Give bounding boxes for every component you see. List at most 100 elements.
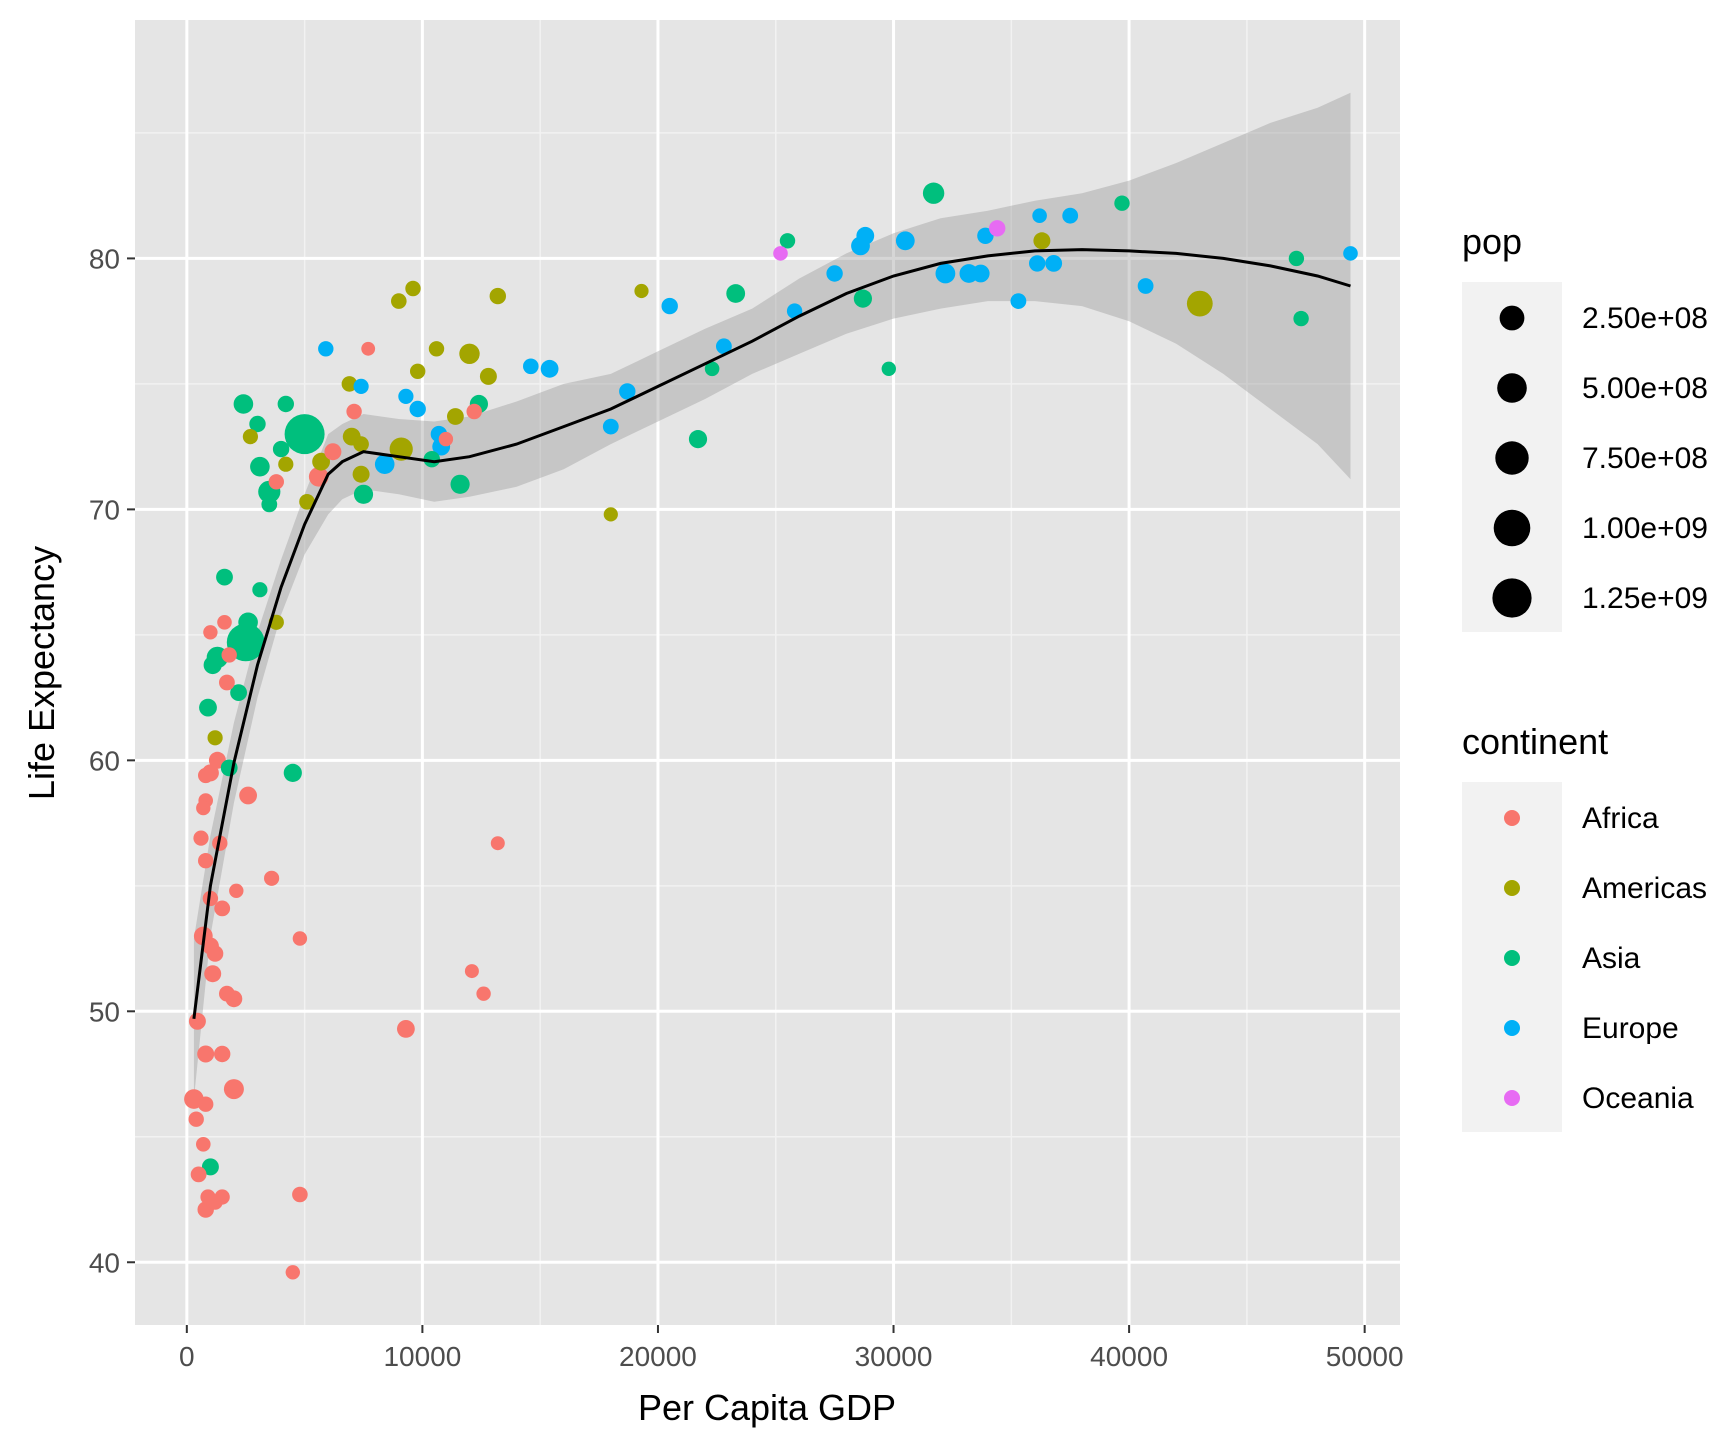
point-asia: [216, 568, 233, 586]
point-oceania: [989, 220, 1006, 237]
color-legend-label: Oceania: [1582, 1082, 1694, 1115]
point-asia: [230, 684, 248, 701]
point-asia: [250, 456, 270, 477]
color-legend: continent Africa Americas Asia Europe Oceani…: [1462, 721, 1707, 1132]
point-americas: [352, 465, 370, 483]
point-europe: [1062, 207, 1079, 224]
point-asia: [881, 361, 896, 376]
point-africa: [221, 647, 237, 663]
point-africa: [200, 1189, 216, 1205]
size-legend-label: 2.50e+08: [1582, 302, 1708, 335]
confidence-band: [193, 92, 1351, 1100]
y-tick-label: 40: [89, 1247, 120, 1278]
point-africa: [196, 800, 211, 816]
point-africa: [223, 1079, 244, 1100]
point-asia: [199, 698, 217, 717]
data-points: [184, 182, 1358, 1280]
point-asia: [233, 394, 254, 414]
point-americas: [405, 280, 421, 297]
y-tick-labels: 40 50 60 70 80: [89, 243, 120, 1278]
point-europe: [856, 226, 875, 245]
point-americas: [299, 494, 315, 510]
x-tick-labels: 0 10000 20000 30000 40000 50000: [179, 1341, 1404, 1372]
point-africa: [346, 403, 362, 420]
point-americas: [1186, 290, 1213, 317]
point-asia: [922, 182, 945, 204]
point-europe: [409, 400, 426, 418]
point-americas: [447, 408, 464, 425]
point-asia: [284, 414, 325, 455]
point-africa: [229, 883, 244, 898]
point-europe: [1029, 255, 1046, 272]
point-europe: [971, 264, 990, 283]
point-africa: [196, 1137, 211, 1152]
point-africa: [193, 830, 209, 846]
point-asia: [252, 582, 268, 598]
point-africa: [204, 965, 222, 983]
color-legend-key-americas: [1504, 880, 1520, 896]
y-axis-title: Life Expectancy: [21, 546, 62, 800]
point-africa: [219, 674, 235, 691]
point-asia: [704, 361, 720, 377]
point-africa: [268, 474, 284, 490]
point-africa: [438, 431, 454, 447]
point-europe: [318, 341, 334, 357]
point-americas: [410, 363, 426, 379]
point-africa: [361, 341, 376, 356]
point-americas: [353, 436, 369, 452]
point-europe: [716, 338, 732, 355]
x-tick-label: 40000: [1090, 1341, 1168, 1372]
point-asia: [238, 612, 258, 633]
color-legend-key-europe: [1504, 1020, 1520, 1036]
point-africa: [219, 985, 235, 1002]
point-africa: [198, 1096, 214, 1112]
point-asia: [1114, 195, 1130, 211]
point-europe: [895, 231, 915, 251]
point-europe: [1032, 208, 1047, 223]
point-europe: [398, 388, 414, 404]
point-africa: [285, 1265, 300, 1280]
size-legend-key: [1495, 441, 1529, 475]
point-asia: [779, 233, 796, 249]
point-asia: [353, 484, 374, 504]
color-legend-key-africa: [1504, 810, 1520, 826]
point-oceania: [773, 246, 788, 261]
point-africa: [466, 403, 482, 420]
color-legend-label: Asia: [1582, 942, 1641, 975]
point-africa: [206, 945, 224, 962]
point-asia: [249, 415, 266, 433]
color-legend-label: Africa: [1582, 802, 1659, 835]
point-americas: [207, 730, 223, 746]
point-asia: [726, 284, 746, 303]
size-legend-title: pop: [1462, 221, 1522, 262]
point-africa: [464, 964, 479, 979]
point-americas: [242, 429, 258, 445]
point-africa: [203, 625, 218, 640]
point-africa: [198, 767, 214, 784]
point-asia: [1293, 310, 1309, 327]
y-tick-label: 50: [89, 996, 120, 1027]
y-tick-label: 60: [89, 745, 120, 776]
point-europe: [374, 454, 395, 475]
point-americas: [341, 376, 358, 392]
color-legend-key-asia: [1504, 950, 1520, 966]
x-tick-label: 20000: [619, 1341, 697, 1372]
point-europe: [1045, 255, 1063, 272]
point-europe: [1343, 246, 1358, 261]
point-africa: [324, 443, 342, 461]
point-americas: [1033, 232, 1051, 250]
point-asia: [853, 289, 873, 308]
x-axis-title: Per Capita GDP: [638, 1387, 896, 1428]
point-africa: [197, 1045, 215, 1063]
size-legend-key: [1493, 509, 1531, 547]
size-legend-key: [1492, 578, 1532, 618]
point-europe: [935, 263, 956, 284]
point-americas: [479, 367, 497, 385]
point-americas: [634, 283, 649, 299]
y-tick-label: 80: [89, 243, 120, 274]
point-africa: [214, 900, 231, 917]
size-legend-label: 7.50e+08: [1582, 442, 1708, 475]
color-legend-label: Europe: [1582, 1012, 1679, 1045]
point-europe: [619, 383, 636, 400]
